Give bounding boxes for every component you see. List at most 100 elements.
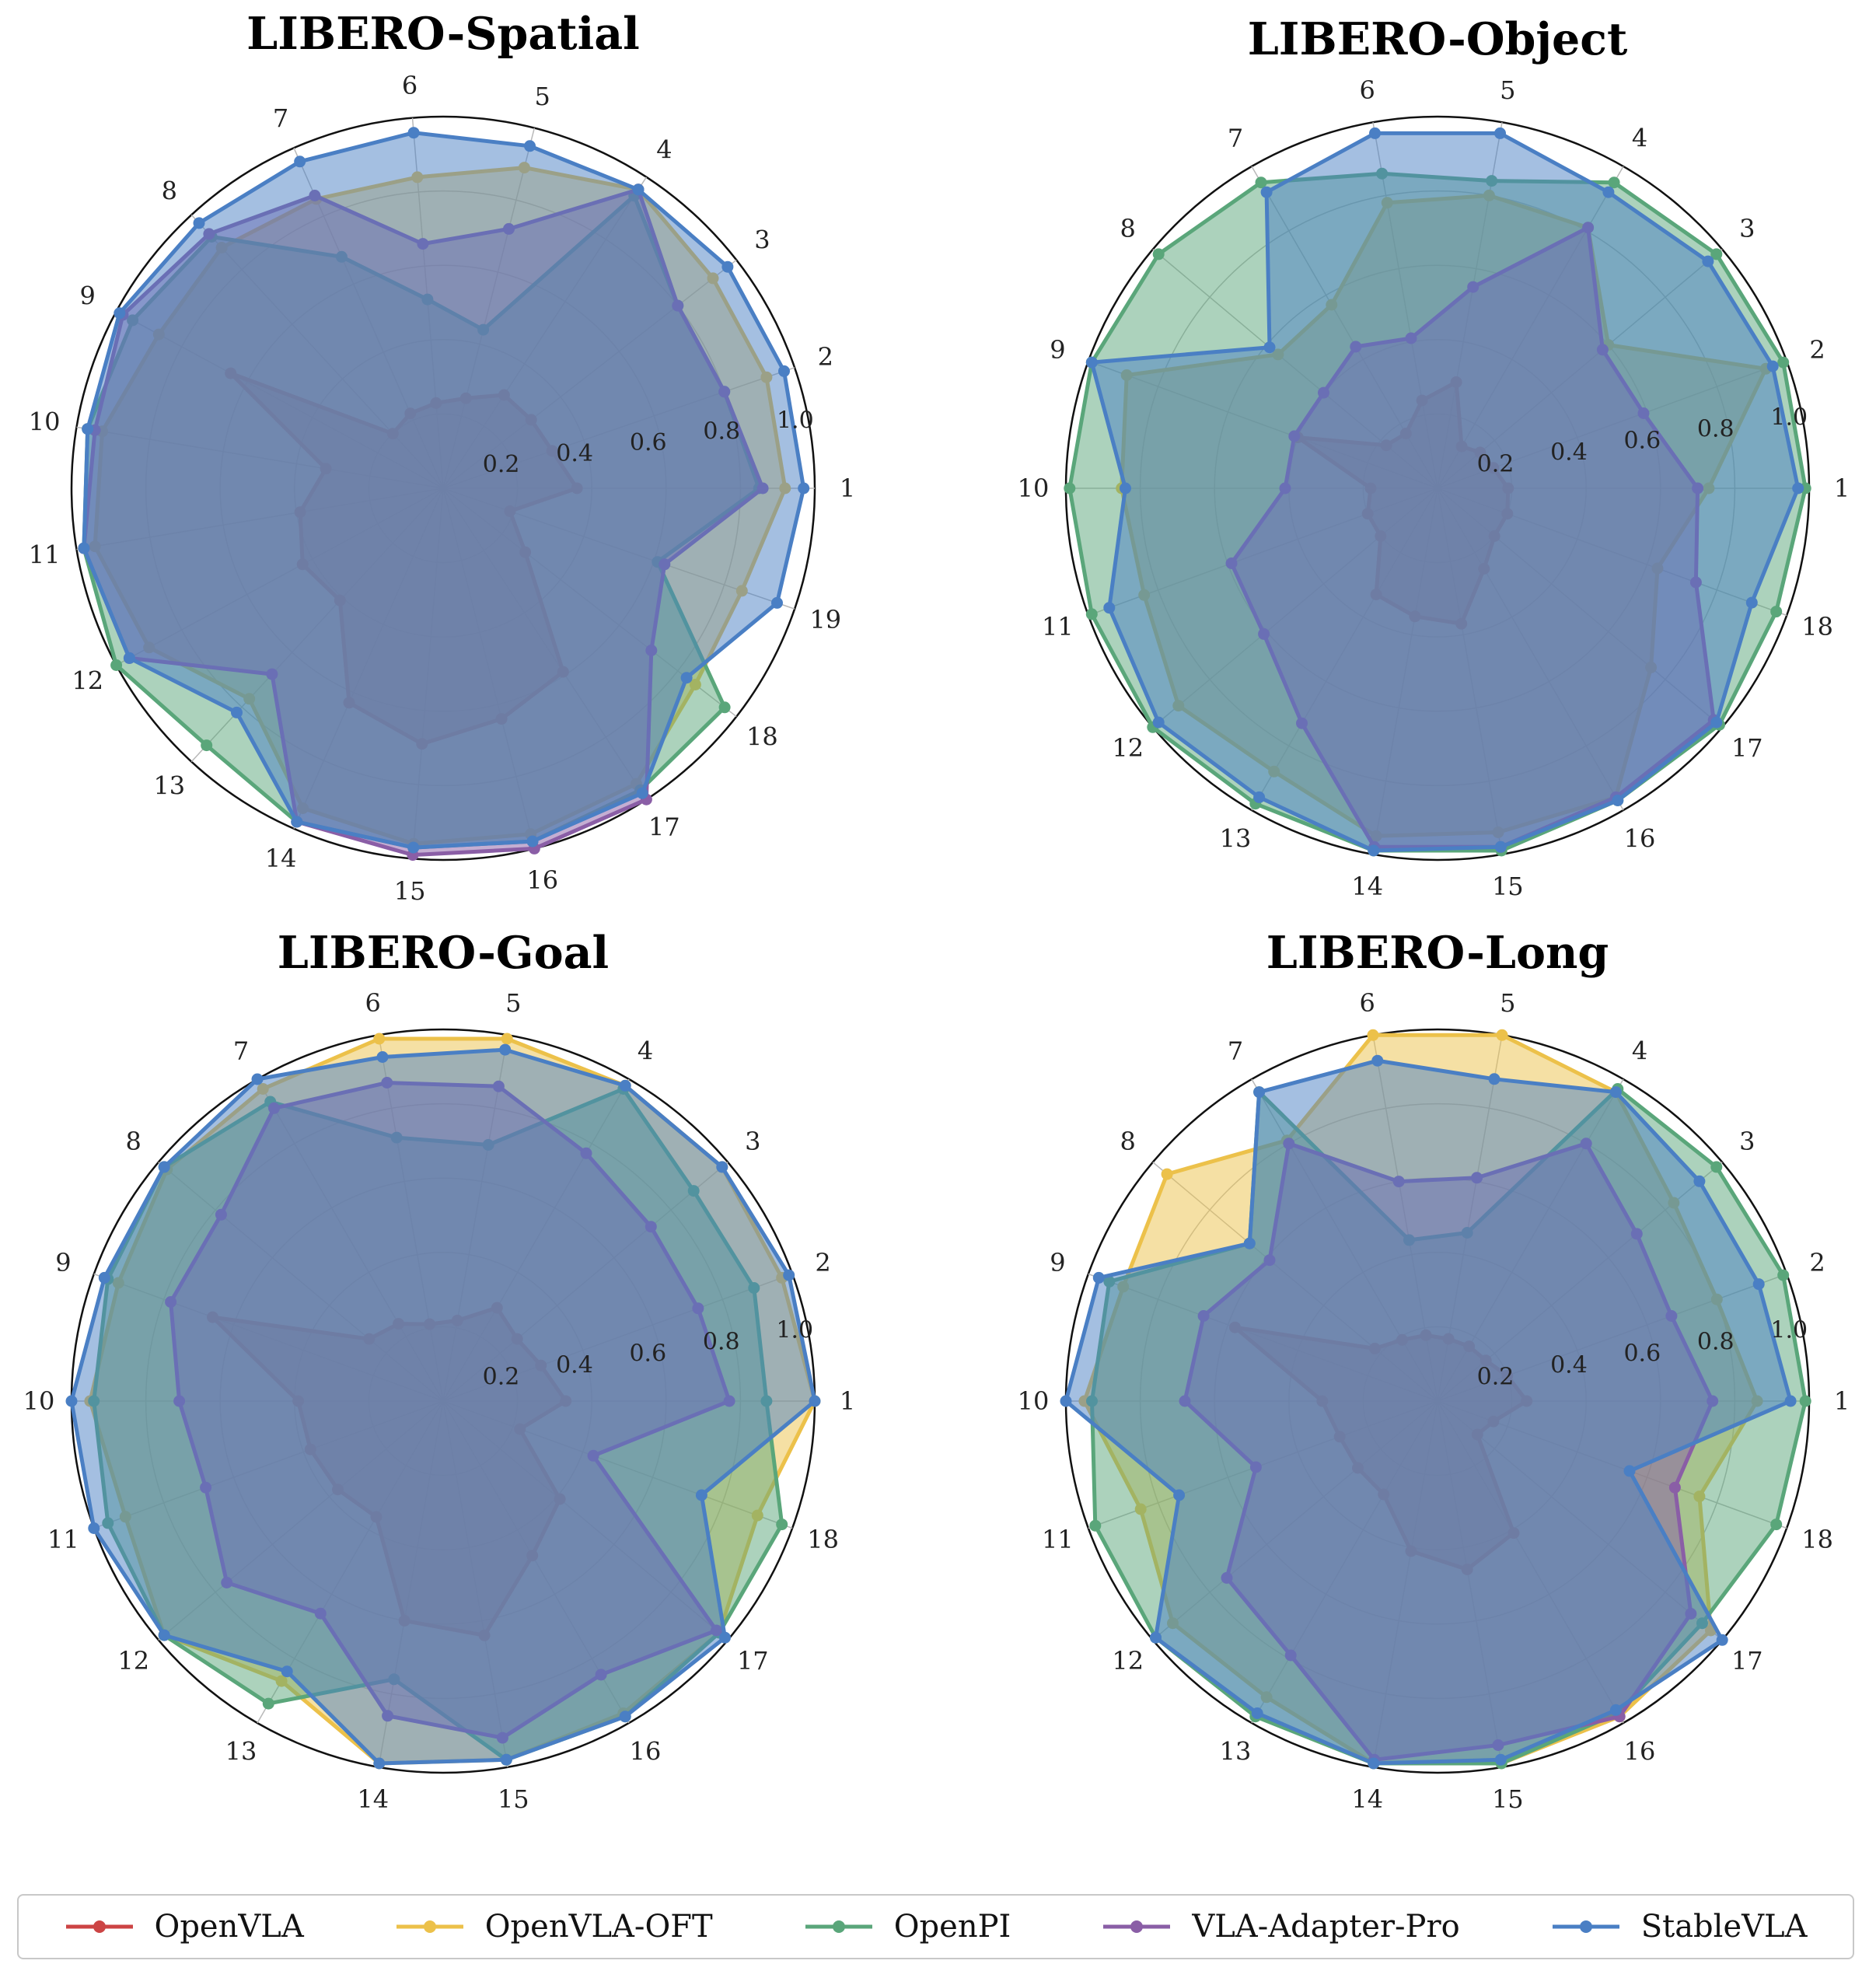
data-point-stablevla-12 <box>158 1629 170 1641</box>
data-point-stablevla-4 <box>1602 186 1615 198</box>
legend-swatch-openvla <box>65 1920 133 1933</box>
data-point-stablevla-1 <box>809 1395 821 1407</box>
category-label: 14 <box>265 844 297 873</box>
data-point-stablevla-10 <box>82 423 94 435</box>
data-point-stablevla-16 <box>1609 1704 1622 1716</box>
radial-tick-label: 0.2 <box>1477 450 1514 477</box>
data-point-stablevla-16 <box>1612 795 1624 806</box>
data-point-stablevla-4 <box>619 1079 631 1092</box>
category-label: 11 <box>1042 1525 1074 1554</box>
data-point-stablevla-3 <box>716 1161 728 1173</box>
data-point-openpi-10 <box>1064 482 1076 494</box>
data-point-stablevla-18 <box>1745 596 1758 609</box>
data-point-stablevla-7 <box>251 1073 264 1085</box>
radial-tick-label: 0.2 <box>483 1363 520 1390</box>
data-point-stablevla-6 <box>1369 127 1381 139</box>
radial-tick-label: 0.6 <box>630 429 667 456</box>
data-point-stablevla-12 <box>1152 716 1165 729</box>
category-label: 10 <box>1018 1386 1050 1416</box>
data-point-stablevla-4 <box>1609 1086 1622 1099</box>
legend-item-openpi: OpenPI <box>804 1909 1011 1945</box>
category-label: 4 <box>1632 1036 1647 1066</box>
category-label: 11 <box>1042 612 1074 641</box>
data-point-openpi-1 <box>1799 1395 1811 1407</box>
category-label: 4 <box>638 1036 653 1066</box>
category-label: 17 <box>1731 733 1763 763</box>
category-label: 12 <box>1112 1646 1144 1676</box>
category-label: 1 <box>1834 474 1850 503</box>
data-point-openpi-18 <box>718 701 731 714</box>
data-point-stablevla-9 <box>114 307 126 320</box>
data-point-openvla-oft-6 <box>1367 1029 1379 1041</box>
data-point-openpi-18 <box>1770 1518 1783 1531</box>
category-label: 8 <box>126 1127 141 1156</box>
data-point-stablevla-17 <box>1716 1634 1728 1646</box>
category-label: 6 <box>1360 988 1375 1018</box>
data-point-stablevla-13 <box>1253 791 1266 803</box>
category-label: 12 <box>72 666 103 696</box>
category-label: 3 <box>745 1127 760 1156</box>
data-point-stablevla-2 <box>783 1269 795 1281</box>
category-label: 6 <box>365 988 381 1018</box>
category-label: 8 <box>1120 214 1136 243</box>
data-point-stablevla-17 <box>1710 716 1723 729</box>
legend: OpenVLA OpenVLA-OFT OpenPI VLA-Adapter-P… <box>17 1894 1854 1959</box>
panel-title: LIBERO-Spatial <box>246 8 640 60</box>
category-label: 12 <box>1112 733 1144 763</box>
data-point-openpi-18 <box>776 1518 788 1531</box>
data-point-stablevla-17 <box>719 1631 731 1644</box>
data-point-stablevla-5 <box>524 140 536 152</box>
data-point-stablevla-8 <box>158 1161 170 1173</box>
category-label: 16 <box>526 865 558 895</box>
radial-tick-label: 1.0 <box>776 1317 813 1344</box>
data-point-stablevla-18 <box>1623 1465 1636 1477</box>
category-label: 16 <box>630 1736 662 1766</box>
category-label: 15 <box>498 1784 529 1814</box>
data-point-openpi-2 <box>1777 1269 1790 1281</box>
data-point-stablevla-10 <box>65 1395 78 1407</box>
category-label: 12 <box>117 1646 149 1676</box>
data-point-stablevla-2 <box>778 365 790 377</box>
category-label: 11 <box>47 1525 79 1554</box>
data-point-stablevla-18 <box>695 1489 707 1501</box>
category-label: 7 <box>1228 1036 1243 1066</box>
series-area-stablevla <box>1064 1058 1793 1766</box>
data-point-stablevla-14 <box>1368 844 1380 857</box>
radial-tick-label: 0.6 <box>1623 1340 1661 1368</box>
category-label: 6 <box>402 71 417 100</box>
data-point-stablevla-14 <box>373 1757 386 1770</box>
data-point-stablevla-13 <box>231 706 243 718</box>
category-label: 5 <box>505 988 521 1018</box>
data-point-stablevla-6 <box>407 127 420 139</box>
data-point-stablevla-16 <box>526 835 539 847</box>
category-label: 17 <box>648 812 680 841</box>
data-point-stablevla-16 <box>619 1711 631 1723</box>
data-point-stablevla-17 <box>636 787 648 799</box>
category-label: 2 <box>1809 1248 1825 1277</box>
data-point-stablevla-9 <box>1092 1271 1105 1284</box>
radial-tick-label: 0.8 <box>1697 416 1735 443</box>
radial-tick-label: 0.8 <box>1697 1329 1735 1356</box>
data-point-openpi-18 <box>1770 606 1783 618</box>
data-point-stablevla-15 <box>1494 1753 1507 1766</box>
radial-tick-label: 0.4 <box>556 440 593 467</box>
category-label: 18 <box>1801 1525 1833 1554</box>
category-label: 19 <box>809 605 841 634</box>
series-stablevla <box>78 127 810 854</box>
category-label: 15 <box>394 876 426 906</box>
category-label: 13 <box>1220 1736 1252 1766</box>
data-point-stablevla-8 <box>193 217 205 229</box>
legend-swatch-openvla-oft <box>396 1920 463 1933</box>
category-label: 13 <box>225 1736 257 1766</box>
data-point-stablevla-11 <box>88 1522 100 1534</box>
data-point-stablevla-15 <box>1494 840 1507 853</box>
category-label: 4 <box>1632 124 1647 153</box>
data-point-stablevla-7 <box>1253 1086 1266 1099</box>
category-label: 8 <box>162 176 177 205</box>
data-point-stablevla-5 <box>1488 1073 1500 1085</box>
category-label: 5 <box>1500 988 1515 1018</box>
radial-tick-label: 0.6 <box>629 1340 666 1368</box>
data-point-openpi-12 <box>110 659 123 671</box>
